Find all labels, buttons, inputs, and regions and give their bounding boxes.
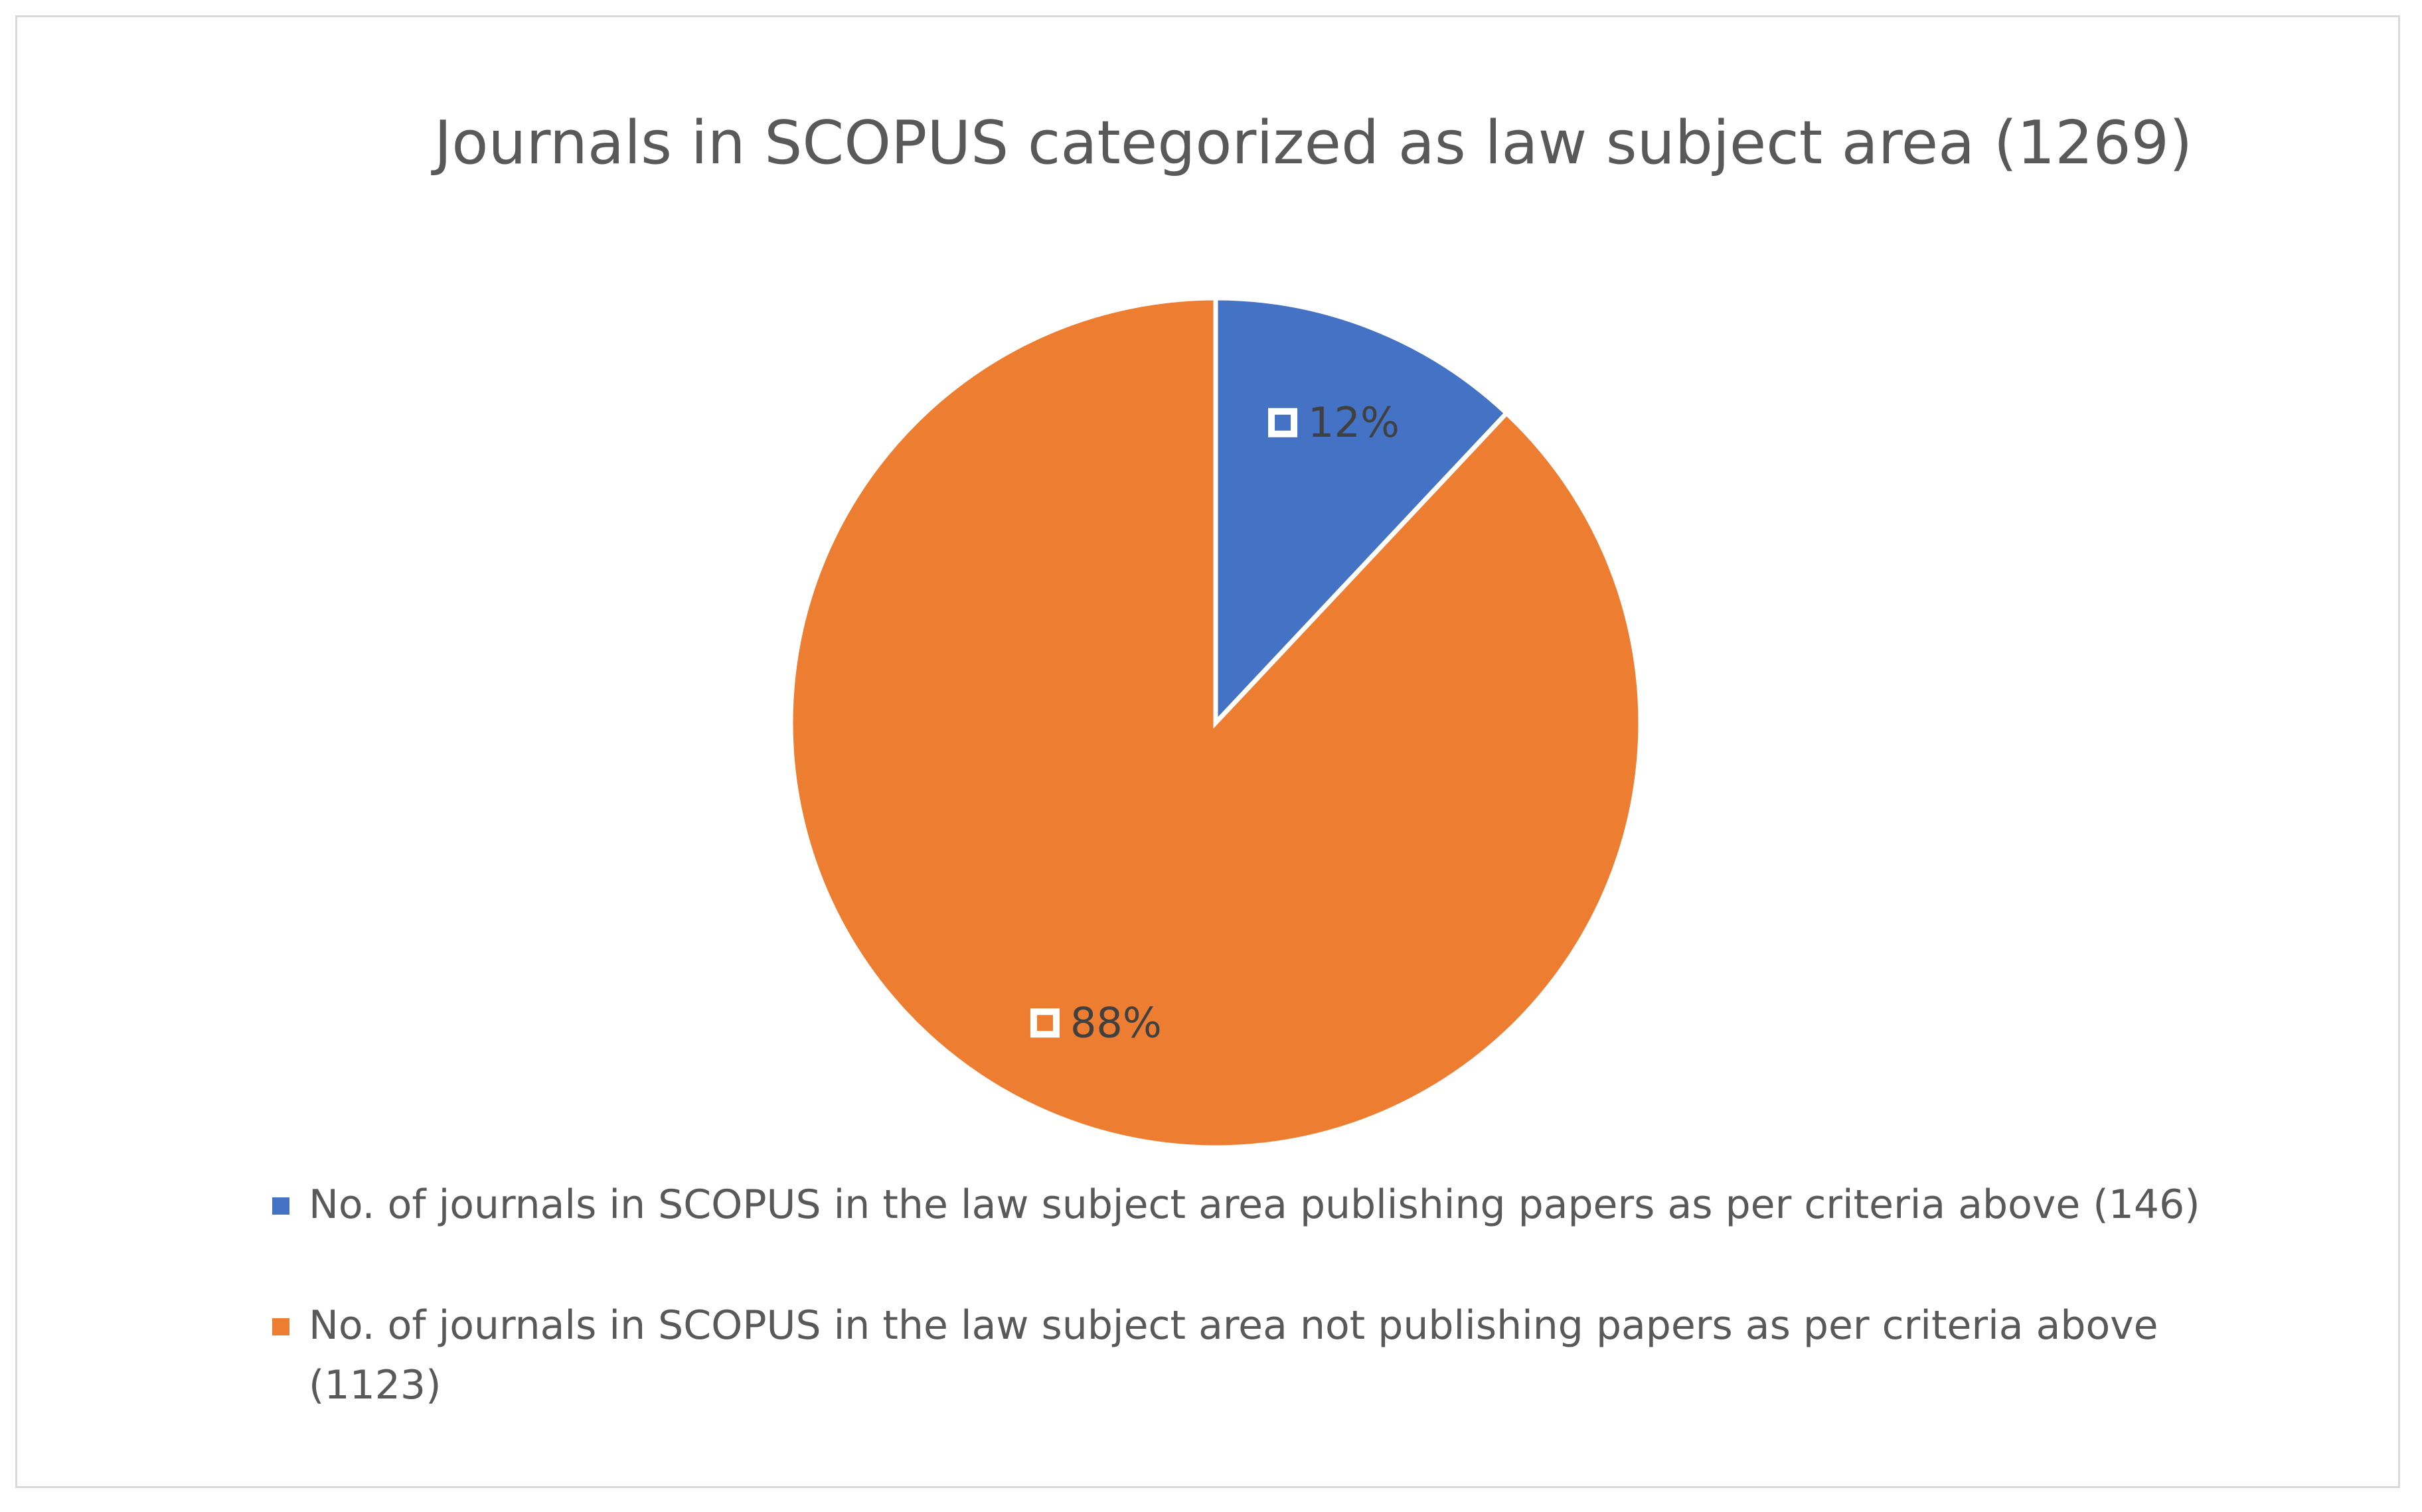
label-marker (1030, 1008, 1060, 1038)
legend-swatch (272, 1197, 289, 1215)
legend-label: No. of journals in SCOPUS in the law sub… (309, 1181, 2200, 1228)
legend-swatch (272, 1318, 289, 1335)
legend: No. of journals in SCOPUS in the law sub… (272, 1175, 2251, 1476)
legend-entry: No. of journals in SCOPUS in the law sub… (272, 1296, 2251, 1415)
legend-label: No. of journals in SCOPUS in the law sub… (309, 1302, 2158, 1408)
pie-slice (788, 295, 1643, 1150)
chart-border (15, 15, 2400, 1488)
chart-title: Journals in SCOPUS categorized as law su… (431, 108, 2192, 178)
data-label: 12% (1308, 398, 1400, 447)
legend-entry: No. of journals in SCOPUS in the law sub… (272, 1175, 2251, 1235)
pie-slice (1213, 295, 1510, 729)
label-marker (1268, 408, 1298, 437)
data-label: 88% (1070, 998, 1162, 1047)
